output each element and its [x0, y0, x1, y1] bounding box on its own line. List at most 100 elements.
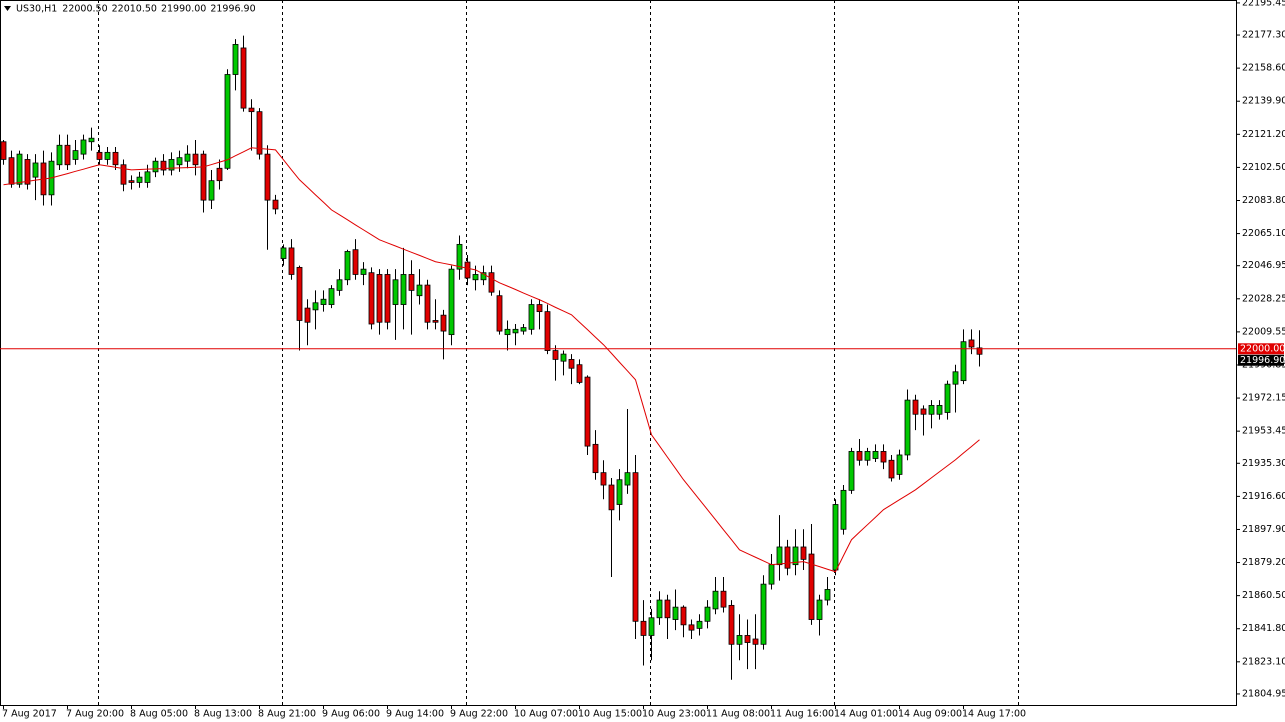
candle-body: [328, 288, 335, 305]
candle-body: [96, 151, 103, 160]
candle-body: [824, 589, 831, 601]
last-price-box: [1238, 354, 1284, 366]
candle-body: [560, 353, 567, 362]
candle-body: [544, 311, 551, 351]
candle-body: [960, 341, 967, 382]
candle-body: [552, 350, 559, 360]
x-tick-label: 14 Aug 17:00: [962, 709, 1026, 720]
candle-body: [872, 451, 879, 459]
y-tick-label: 22046.95: [1242, 260, 1285, 271]
candle-body: [144, 171, 151, 183]
candle-body: [568, 359, 575, 369]
candle-body: [344, 251, 351, 281]
candle-body: [416, 284, 423, 297]
candle-body: [424, 284, 431, 323]
candle-body: [744, 635, 751, 643]
candle-body: [456, 243, 463, 270]
candle-body: [448, 268, 455, 336]
candle-body: [488, 272, 495, 293]
candle-body: [72, 150, 79, 160]
candle-body: [264, 153, 271, 201]
last-price-label: 21996.90: [1240, 355, 1285, 366]
candle-body: [816, 599, 823, 620]
candle-body: [392, 279, 399, 305]
candle-body: [624, 472, 631, 486]
candle-body: [576, 364, 583, 383]
y-tick-label: 22121.20: [1242, 129, 1285, 140]
candle-body: [248, 107, 255, 113]
candles: [0, 35, 983, 680]
candle-body: [224, 74, 231, 169]
y-tick-label: 22158.60: [1242, 63, 1285, 74]
candle-body: [648, 617, 655, 636]
candle-body: [168, 159, 175, 171]
candle-body: [504, 328, 511, 336]
candle-body: [528, 304, 535, 330]
candle-body: [136, 176, 143, 183]
bid-price-box: [1238, 343, 1284, 355]
candle-body: [432, 320, 439, 323]
candle-body: [104, 151, 111, 160]
x-tick-label: 8 Aug 05:00: [130, 709, 188, 720]
candle-body: [912, 399, 919, 415]
y-tick-label: 22083.80: [1242, 195, 1285, 206]
candle-body: [64, 144, 71, 166]
candle-body: [584, 376, 591, 447]
candle-body: [496, 295, 503, 332]
candle-body: [728, 604, 735, 645]
candle-body: [712, 590, 719, 610]
candle-body: [800, 546, 807, 560]
candle-body: [904, 399, 911, 456]
candle-body: [688, 624, 695, 631]
candle-body: [368, 272, 375, 325]
x-tick-label: 10 Aug 15:00: [578, 709, 642, 720]
x-tick-label: 7 Aug 2017: [2, 709, 57, 720]
candle-body: [640, 620, 647, 636]
y-tick-label: 22177.30: [1242, 30, 1285, 41]
y-tick-label: 22028.25: [1242, 293, 1285, 304]
x-tick-label: 14 Aug 09:00: [898, 709, 962, 720]
candle-body: [856, 451, 863, 461]
candle-body: [832, 504, 839, 571]
candle-body: [120, 164, 127, 185]
y-tick-label: 21897.90: [1242, 524, 1285, 535]
candle-body: [632, 472, 639, 622]
symbol: US30,H1: [16, 3, 57, 14]
candle-body: [56, 144, 63, 166]
candle-body: [680, 606, 687, 626]
candle-body: [888, 459, 895, 479]
x-tick-label: 8 Aug 13:00: [194, 709, 252, 720]
y-tick-label: 21879.20: [1242, 557, 1285, 568]
candle-body: [536, 304, 543, 313]
candle-body: [760, 583, 767, 645]
candle-body: [408, 274, 415, 291]
y-tick-label: 22102.50: [1242, 162, 1285, 173]
y-tick-label: 21916.60: [1242, 491, 1285, 502]
y-tick-label: 21804.95: [1242, 688, 1285, 699]
candle-body: [840, 489, 847, 530]
candle-body: [808, 553, 815, 620]
candle-body: [752, 638, 759, 645]
candle-body: [0, 141, 7, 160]
candle-body: [464, 261, 471, 279]
y-tick-label: 21935.30: [1242, 458, 1285, 469]
candle-body: [920, 408, 927, 415]
candle-body: [192, 153, 199, 166]
plot-frame: [0, 0, 1237, 706]
candle-body: [936, 405, 943, 415]
candle-body: [152, 160, 159, 173]
candle-body: [80, 139, 87, 155]
candle-body: [440, 314, 447, 332]
candle-body: [376, 274, 383, 323]
x-tick-label: 11 Aug 16:00: [770, 709, 834, 720]
candle-body: [24, 159, 31, 185]
candle-body: [848, 451, 855, 491]
x-tick-label: 8 Aug 21:00: [258, 709, 316, 720]
bid-price-label: 22000.00: [1240, 343, 1285, 354]
candle-body: [592, 443, 599, 474]
candle-body: [88, 137, 95, 143]
candle-body: [200, 153, 207, 201]
candle-body: [160, 160, 167, 171]
candle-body: [952, 371, 959, 385]
candle-body: [776, 546, 783, 566]
